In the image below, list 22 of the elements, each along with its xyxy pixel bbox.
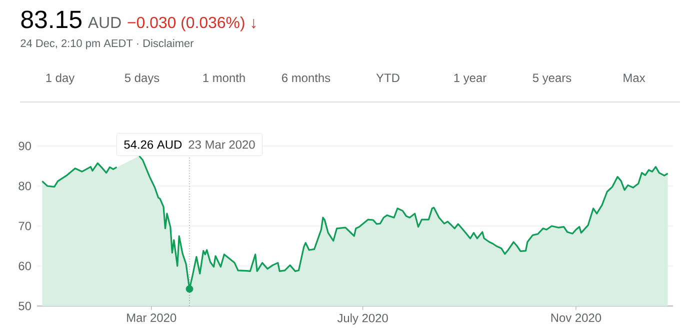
text: 1 day xyxy=(46,73,75,84)
text: 5 days xyxy=(124,73,160,84)
text: 6 months xyxy=(282,73,330,82)
y-tick-label: 90 xyxy=(18,142,32,150)
y-tick-label: 50 xyxy=(18,302,32,310)
annotation: 23 Mar 2020 xyxy=(188,140,255,149)
text: Max xyxy=(624,74,646,82)
text: 5 years xyxy=(532,74,572,84)
text: −0.030 (0.036%) ↓ xyxy=(128,16,256,32)
y-tick-label: 60 xyxy=(18,262,32,270)
x-tick-label: Mar 2020 xyxy=(127,314,176,322)
y-tick-label: 80 xyxy=(18,182,32,190)
chart-subtitle: 24 Dec, 2:10 pm AEDT · Disclaimer xyxy=(20,39,194,50)
chart-title: 83.15 xyxy=(21,10,82,28)
text: 1 month xyxy=(203,73,245,82)
annotation: 54.26 AUD xyxy=(124,140,182,149)
text: 1 year xyxy=(454,74,486,84)
x-tick-label: July 2020 xyxy=(337,314,388,325)
y-tick-label: 70 xyxy=(18,222,32,230)
x-tick-label: Nov 2020 xyxy=(551,314,602,322)
text: YTD xyxy=(376,74,400,82)
text: AUD xyxy=(88,17,121,28)
